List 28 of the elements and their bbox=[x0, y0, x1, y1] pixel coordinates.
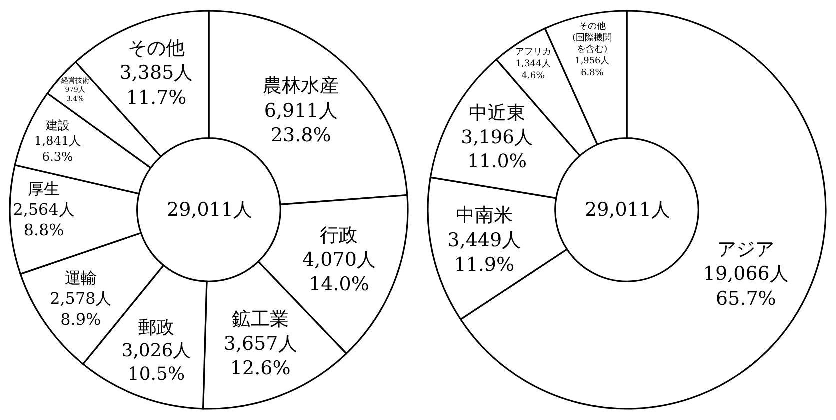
slice-label: 郵政 bbox=[138, 317, 174, 338]
data-label: 1,956人 6.8% bbox=[575, 56, 610, 78]
slice-label: 農林水産 bbox=[263, 75, 340, 98]
data-label: 1,344人 4.6% bbox=[516, 58, 551, 82]
data-label: 3,026人 10.5% bbox=[122, 340, 192, 386]
data-label: 1,841人 6.3% bbox=[34, 134, 82, 164]
slice-label: その他(国際機関を含む) bbox=[572, 20, 612, 56]
text: 29,011人 bbox=[167, 199, 252, 221]
slice-label: 運輸 bbox=[64, 268, 97, 288]
slice-label: 建設 bbox=[44, 118, 70, 132]
data-label: 3,449人 11.9% bbox=[448, 229, 522, 276]
data-label: 19,066人 65.7% bbox=[703, 263, 789, 310]
data-label: 2,578人 8.9% bbox=[50, 289, 112, 329]
text: 29,011人 bbox=[585, 199, 670, 221]
slice-label: 中南米 bbox=[456, 204, 513, 227]
data-label: 4,070人 14.0% bbox=[302, 249, 376, 296]
data-label: 3,657人 12.6% bbox=[224, 333, 298, 380]
data-label: 3,196人 11.0% bbox=[461, 127, 534, 173]
slice-label: アフリカ bbox=[515, 46, 552, 58]
slice-label: その他 bbox=[128, 38, 185, 60]
slice-label: 中近東 bbox=[468, 103, 526, 124]
slice-label: 鉱工業 bbox=[232, 308, 290, 330]
data-label: 2,564人 8.8% bbox=[13, 200, 75, 240]
data-label: 6,911人 23.8% bbox=[264, 100, 338, 147]
slice-label: 厚生 bbox=[28, 179, 60, 198]
slice-label: アジア bbox=[718, 238, 775, 260]
slice-label: 行政 bbox=[320, 224, 358, 246]
data-label: 3,385人 11.7% bbox=[120, 62, 194, 109]
